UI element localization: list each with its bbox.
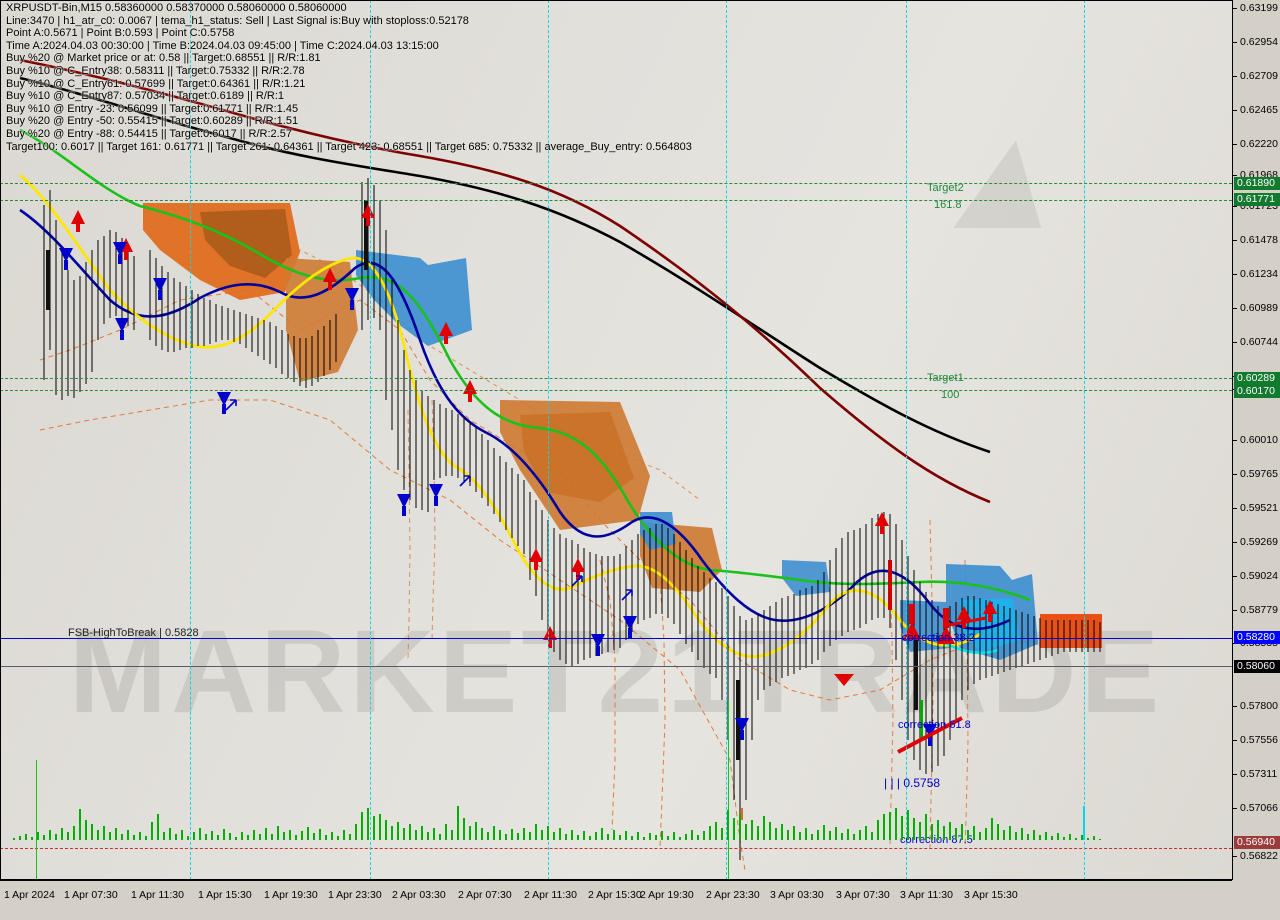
vline-cyan-2 xyxy=(370,0,371,880)
time-scale[interactable]: 1 Apr 2024 1 Apr 07:30 1 Apr 11:30 1 Apr… xyxy=(0,880,1232,920)
header-line-11: Target100: 0.6017 || Target 161: 0.61771… xyxy=(6,140,692,153)
price-tick: 0.57311 xyxy=(1233,768,1280,781)
header-line-8: Buy %10 @ Entry -23: 0.56099 || Target:0… xyxy=(6,102,299,115)
level-fsb-hightobreak xyxy=(0,638,1232,639)
header-line-0: XRPUSDT-Bin,M15 0.58360000 0.58370000 0.… xyxy=(6,2,347,14)
vline-cyan-1 xyxy=(190,0,191,880)
price-tick: 0.59024 xyxy=(1233,570,1280,583)
fsb-hightobreak-label: FSB-HighToBreak | 0.5828 xyxy=(68,627,199,639)
price-tick: 0.59269 xyxy=(1233,536,1280,549)
price-tag-stop[interactable]: 0.56940 xyxy=(1234,836,1280,849)
price-tick: 0.62220 xyxy=(1233,138,1280,151)
header-line-5: Buy %10 @ C_Entry38: 0.58311 || Target:0… xyxy=(6,64,305,77)
vline-green xyxy=(728,700,729,880)
price-tick: 0.59521 xyxy=(1233,502,1280,515)
price-tick: 0.62465 xyxy=(1233,104,1280,117)
price-tick: 0.62709 xyxy=(1233,70,1280,83)
target1-label: Target1 xyxy=(927,372,964,384)
price-tick: 0.57800 xyxy=(1233,700,1280,713)
price-tick: 0.60010 xyxy=(1233,434,1280,447)
time-tick: 1 Apr 11:30 xyxy=(131,889,184,901)
correction-382-label: correction 38.2 xyxy=(902,632,975,644)
level-close-price xyxy=(0,666,1232,667)
vline-cyan-3 xyxy=(548,0,549,880)
time-tick: 1 Apr 23:30 xyxy=(328,889,382,901)
correction-875-label: correction 87.5 xyxy=(900,834,973,846)
price-tag-target1-lower[interactable]: 0.60170 xyxy=(1234,385,1280,398)
time-tick: 2 Apr 23:30 xyxy=(706,889,760,901)
vline-cyan-6 xyxy=(1084,0,1085,880)
price-tag-target2-lower[interactable]: 0.61771 xyxy=(1234,193,1280,206)
time-tick: 1 Apr 19:30 xyxy=(264,889,318,901)
level-target1-upper xyxy=(0,378,1232,379)
time-tick: 3 Apr 11:30 xyxy=(900,889,953,901)
price-tag-target1-upper[interactable]: 0.60289 xyxy=(1234,372,1280,385)
time-tick: 2 Apr 11:30 xyxy=(524,889,577,901)
price-tick: 0.61478 xyxy=(1233,234,1280,247)
level-target1-lower xyxy=(0,390,1232,391)
watermark-mark: ▲ xyxy=(915,92,1100,260)
target2-value: 161.8 xyxy=(934,199,962,211)
price-tag-target2-upper[interactable]: 0.61890 xyxy=(1234,177,1280,190)
header-line-10: Buy %20 @ Entry -88: 0.54415 || Target:0… xyxy=(6,127,292,140)
header-line-9: Buy %20 @ Entry -50: 0.55415 || Target:0… xyxy=(6,115,299,128)
vline-green-2 xyxy=(36,760,37,880)
time-tick: 1 Apr 15:30 xyxy=(198,889,252,901)
watermark-text: MARKET21TRADE xyxy=(68,606,1164,738)
price-tick: 0.59765 xyxy=(1233,468,1280,481)
price-tick: 0.57556 xyxy=(1233,734,1280,747)
target2-label: Target2 xyxy=(927,182,964,194)
vline-cyan-4 xyxy=(726,0,727,880)
chart-plot-area[interactable]: ▲ MARKET21TRADE xyxy=(0,0,1232,880)
header-line-2: Point A:0.5671 | Point B:0.593 | Point C… xyxy=(6,27,235,40)
target1-value: 100 xyxy=(941,389,960,401)
price-tick: 0.61234 xyxy=(1233,268,1280,281)
level-stop-zone xyxy=(0,848,1232,849)
level-target2-lower xyxy=(0,200,1232,201)
point-c-marker: | | | 0.5758 xyxy=(884,776,941,790)
time-tick: 1 Apr 07:30 xyxy=(64,889,118,901)
time-tick: 2 Apr 03:30 xyxy=(392,889,446,901)
time-tick: 2 Apr 15:30 xyxy=(588,889,642,901)
header-line-7: Buy %10 @ C_Entry87: 0.57034 || Target:0… xyxy=(6,90,284,103)
price-tick: 0.58779 xyxy=(1233,604,1280,617)
vline-cyan-5 xyxy=(906,0,907,880)
header-line-4: Buy %20 @ Market price or at: 0.58 || Ta… xyxy=(6,52,321,65)
time-tick: 2 Apr 07:30 xyxy=(458,889,512,901)
price-tick: 0.60989 xyxy=(1233,302,1280,315)
price-tag-fsb[interactable]: 0.58280 xyxy=(1234,631,1280,644)
price-tick: 0.63199 xyxy=(1233,2,1280,15)
time-tick: 3 Apr 07:30 xyxy=(836,889,890,901)
time-tick: 1 Apr 2024 xyxy=(4,889,55,901)
header-line-3: Time A:2024.04.03 00:30:00 | Time B:2024… xyxy=(6,39,439,52)
header-line-1: Line:3470 | h1_atr_c0: 0.0067 | tema_h1_… xyxy=(6,14,469,27)
price-tick: 0.57066 xyxy=(1233,802,1280,815)
time-tick: 3 Apr 15:30 xyxy=(964,889,1018,901)
level-target2-upper xyxy=(0,183,1232,184)
price-tag-close[interactable]: 0.58060 xyxy=(1234,660,1280,673)
chart-info-header: XRPUSDT-Bin,M15 0.58360000 0.58370000 0.… xyxy=(6,2,692,153)
correction-618-label: correction 61.8 xyxy=(898,719,971,731)
price-tick: 0.60744 xyxy=(1233,336,1280,349)
price-tick: 0.56822 xyxy=(1233,850,1280,863)
header-line-6: Buy %10 @ C_Entry61: 0.57699 || Target:0… xyxy=(6,77,306,90)
time-tick: 2 Apr 19:30 xyxy=(640,889,694,901)
volume-histogram xyxy=(13,806,1101,840)
price-tick: 0.62954 xyxy=(1233,36,1280,49)
time-tick: 3 Apr 03:30 xyxy=(770,889,824,901)
price-scale[interactable]: 0.63199 0.62954 0.62709 0.62465 0.62220 … xyxy=(1232,0,1280,880)
